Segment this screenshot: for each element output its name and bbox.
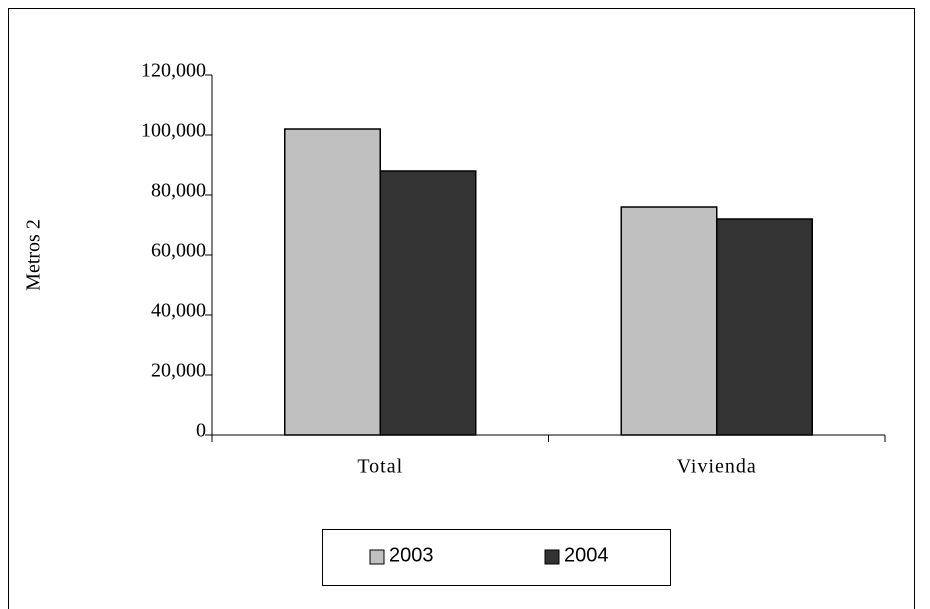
legend-label: 2003 bbox=[389, 544, 434, 566]
y-tick-label: 100,000 bbox=[141, 120, 206, 142]
legend-swatch bbox=[369, 549, 385, 565]
bar bbox=[379, 170, 477, 436]
bar bbox=[284, 128, 381, 436]
bar bbox=[620, 206, 718, 436]
y-axis-label: Metros 2 bbox=[23, 219, 45, 291]
y-tick-label: 40,000 bbox=[151, 300, 206, 322]
bar bbox=[716, 218, 813, 436]
y-tick-label: 80,000 bbox=[151, 180, 206, 202]
x-tick-label: Total bbox=[357, 456, 403, 478]
y-tick-label: 0 bbox=[196, 420, 206, 442]
y-tick-label: 20,000 bbox=[151, 360, 206, 382]
y-tick-label: 60,000 bbox=[151, 240, 206, 262]
chart-frame bbox=[8, 8, 915, 609]
x-tick-label: Vivienda bbox=[677, 456, 757, 478]
legend-swatch bbox=[544, 549, 560, 565]
y-tick-label: 120,000 bbox=[141, 60, 206, 82]
legend-label: 2004 bbox=[564, 544, 609, 566]
